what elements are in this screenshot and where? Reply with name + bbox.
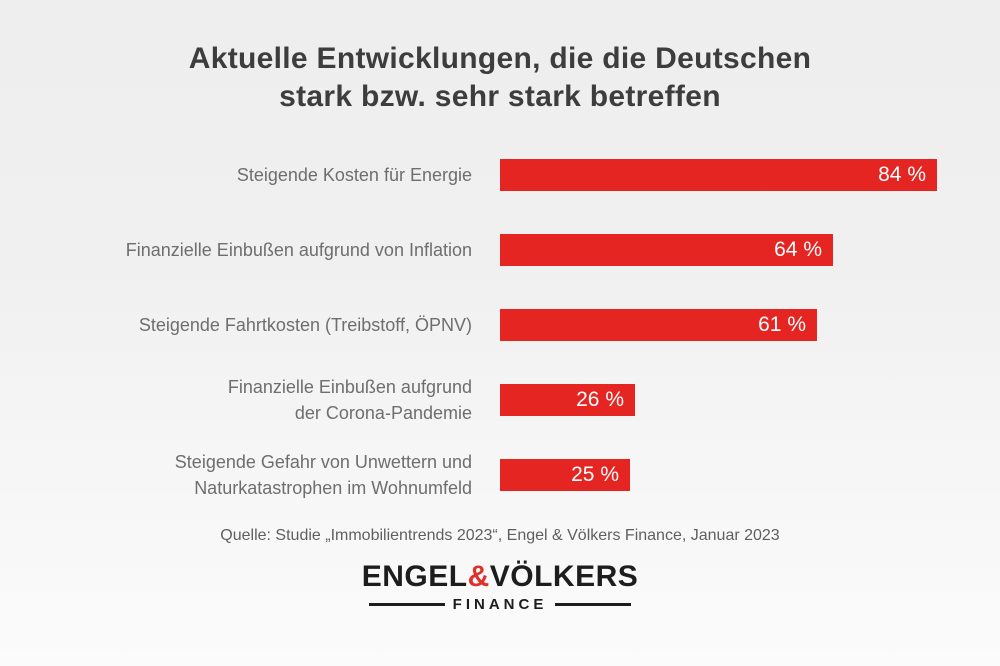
bar-track: 84 % <box>500 158 1000 191</box>
logo-rule-left <box>368 603 445 606</box>
engel-voelkers-logo: ENGEL&VÖLKERS FINANCE <box>0 560 1000 613</box>
category-label-line: Finanzielle Einbußen aufgrund <box>227 376 472 397</box>
chart-title-line-2: stark bzw. sehr stark betreffen <box>279 80 721 113</box>
category-label-line: Steigende Gefahr von Unwettern und <box>174 451 472 472</box>
category-label: Steigende Gefahr von Unwettern und Naturk… <box>0 449 472 501</box>
bar-chart: Steigende Kosten für Energie 84 % Finanzie… <box>0 137 1000 512</box>
value-label: 64 % <box>774 237 822 261</box>
category-label: Steigende Kosten für Energie <box>0 162 472 188</box>
bar-track: 61 % <box>500 308 1000 341</box>
bar: 64 % <box>500 233 833 266</box>
category-label-line: Steigende Kosten für Energie <box>236 164 472 185</box>
category-label-line: Finanzielle Einbußen aufgrund von Inflat… <box>125 239 472 260</box>
chart-row: Finanzielle Einbußen aufgrund von Inflat… <box>0 212 1000 287</box>
logo-text-finance: FINANCE <box>452 596 548 613</box>
bar: 61 % <box>500 308 817 341</box>
logo-wordmark: ENGEL&VÖLKERS <box>0 560 1000 594</box>
category-label-line: der Corona-Pandemie <box>294 402 472 423</box>
logo-rule-right <box>555 603 632 606</box>
bar: 26 % <box>500 383 635 416</box>
value-label: 26 % <box>576 387 624 411</box>
value-label: 84 % <box>878 162 926 186</box>
category-label-line: Steigende Fahrtkosten (Treibstoff, ÖPNV) <box>138 314 472 335</box>
logo-ampersand: & <box>467 560 490 593</box>
chart-row: Finanzielle Einbußen aufgrund der Corona-… <box>0 362 1000 437</box>
bar-track: 25 % <box>500 458 1000 491</box>
category-label: Steigende Fahrtkosten (Treibstoff, ÖPNV) <box>0 312 472 338</box>
category-label-line: Naturkatastrophen im Wohnumfeld <box>194 477 472 498</box>
chart-row: Steigende Kosten für Energie 84 % <box>0 137 1000 212</box>
logo-text-voelkers: VÖLKERS <box>489 560 639 593</box>
source-caption: Quelle: Studie „Immobilientrends 2023“, … <box>220 527 780 544</box>
bar-track: 26 % <box>500 383 1000 416</box>
logo-text-engel: ENGEL <box>361 560 468 593</box>
bar-track: 64 % <box>500 233 1000 266</box>
category-label: Finanzielle Einbußen aufgrund der Corona-… <box>0 374 472 426</box>
value-label: 61 % <box>758 312 806 336</box>
chart-title-line-1: Aktuelle Entwicklungen, die die Deutsche… <box>188 42 812 75</box>
chart-row: Steigende Fahrtkosten (Treibstoff, ÖPNV)… <box>0 287 1000 362</box>
logo-subtitle-row: FINANCE <box>0 596 1000 613</box>
category-label: Finanzielle Einbußen aufgrund von Inflat… <box>0 237 472 263</box>
bar: 84 % <box>500 158 937 191</box>
chart-title: Aktuelle Entwicklungen, die die Deutsche… <box>0 0 1000 116</box>
value-label: 25 % <box>571 462 619 486</box>
chart-row: Steigende Gefahr von Unwettern und Naturk… <box>0 437 1000 512</box>
bar: 25 % <box>500 458 630 491</box>
